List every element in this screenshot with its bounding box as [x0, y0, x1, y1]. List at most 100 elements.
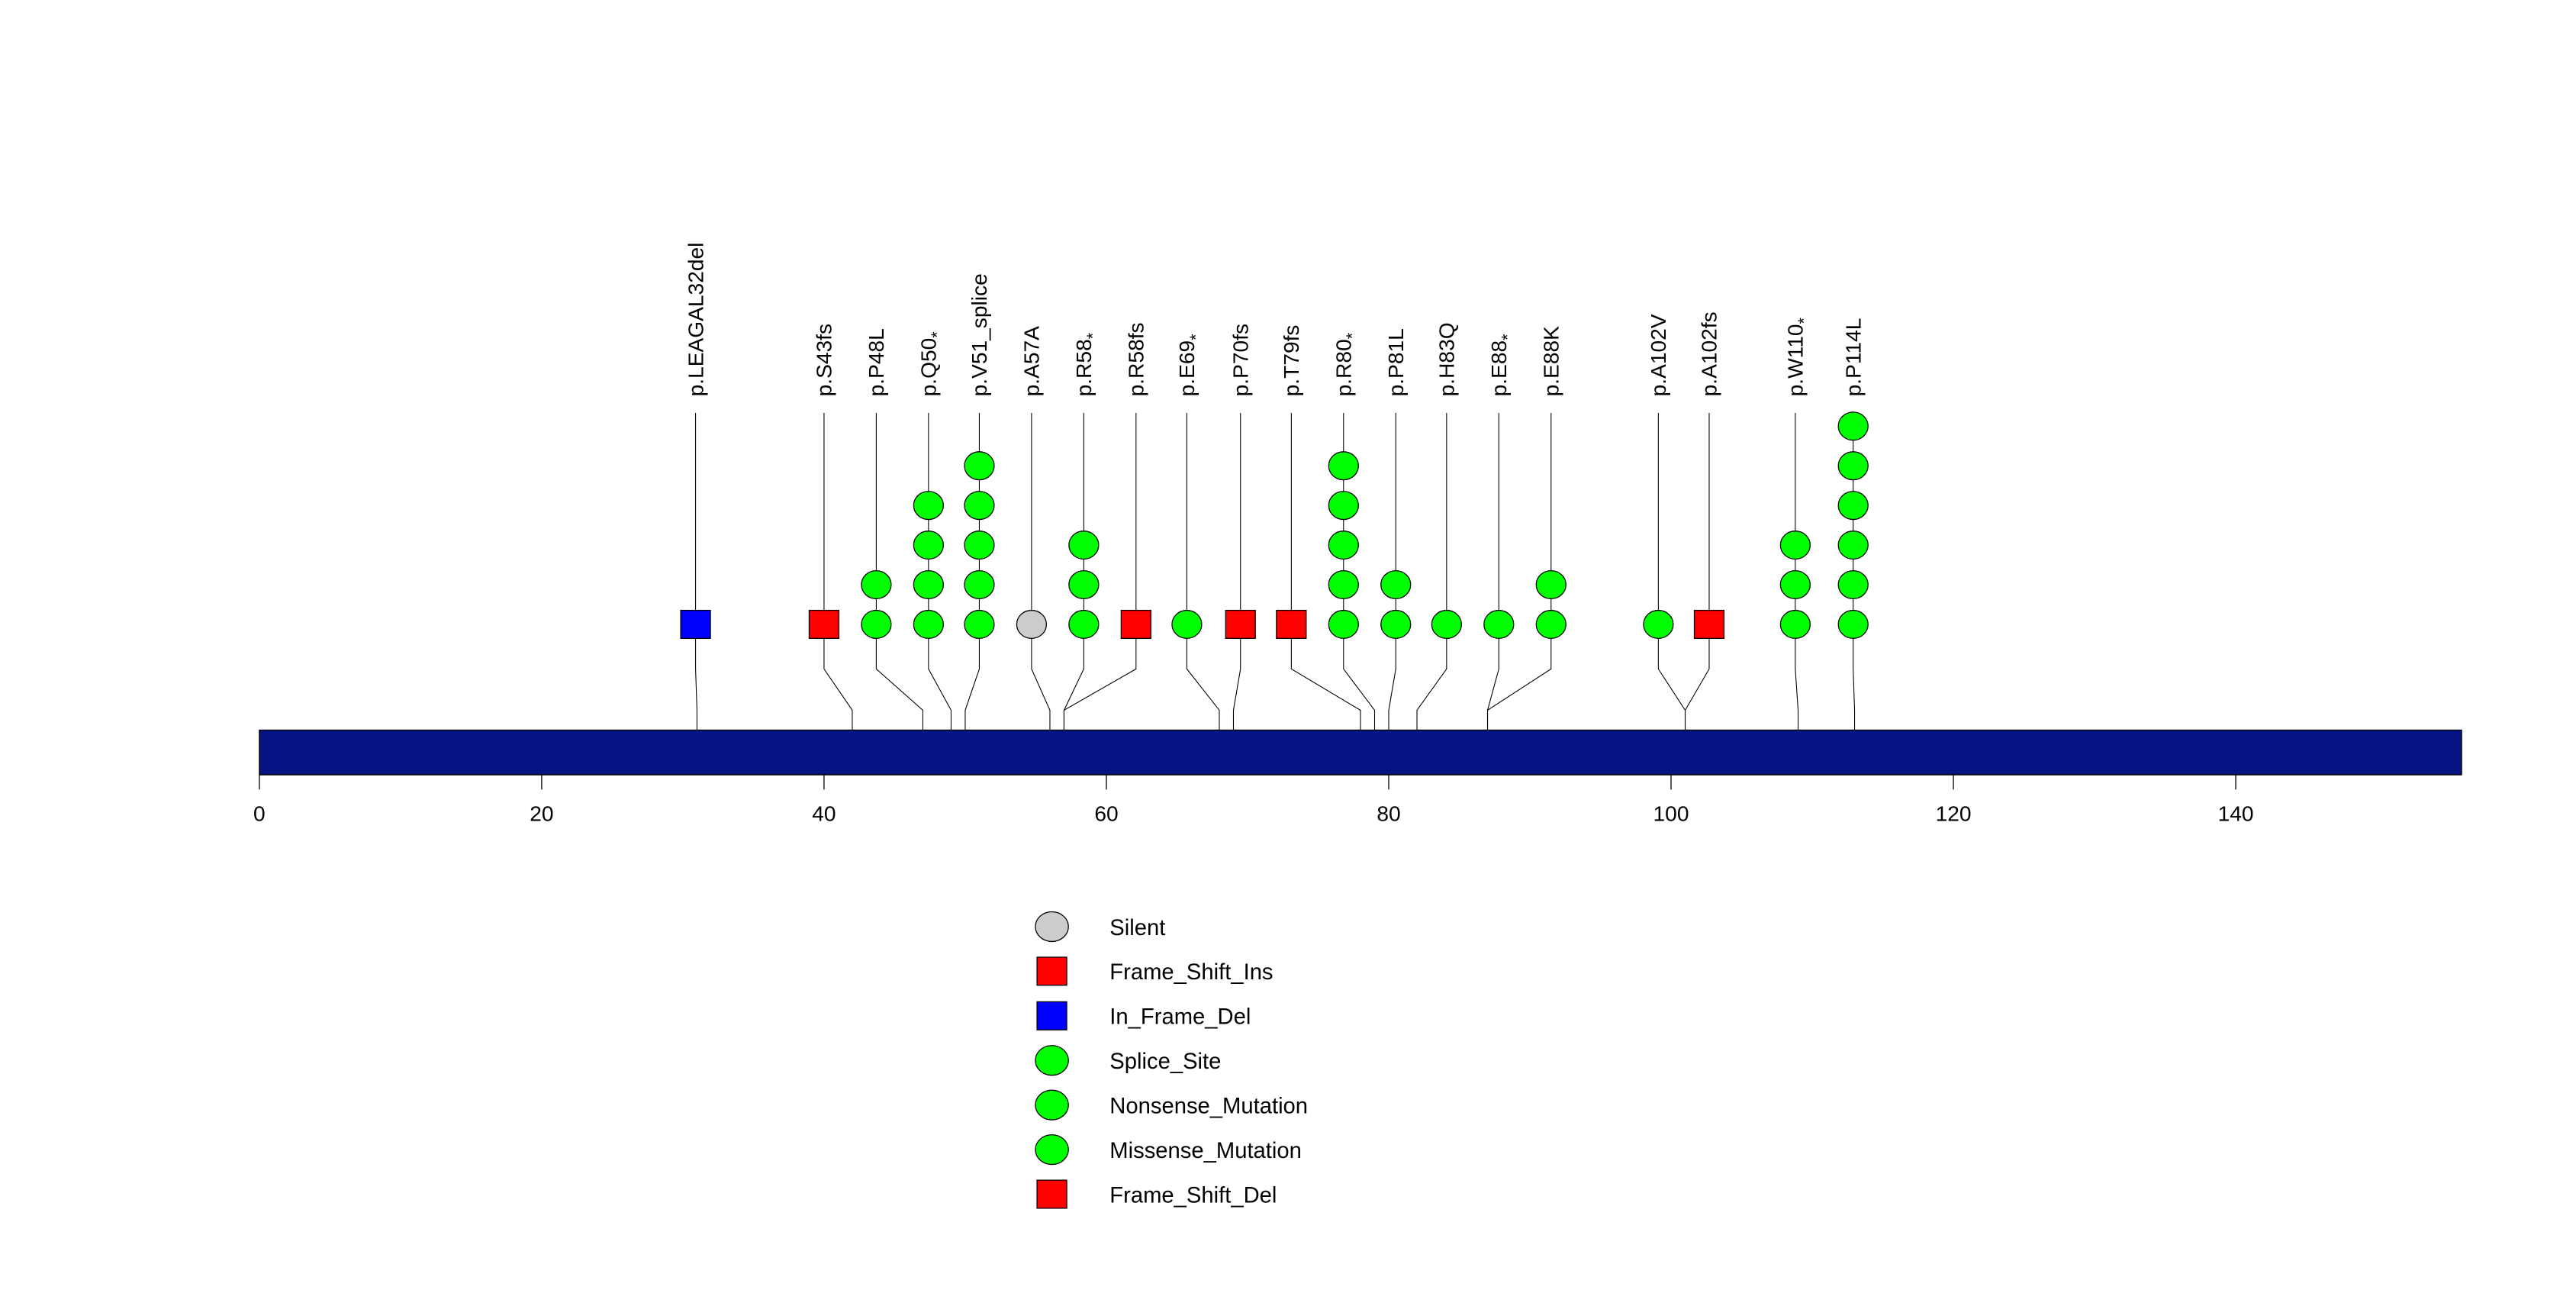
x-tick-label: 60 [1094, 801, 1118, 825]
mutation-label: p.E88* [1487, 334, 1517, 396]
legend-circle [1035, 1089, 1069, 1121]
mutation-label-text: p.H83Q [1435, 322, 1459, 396]
mutation-circle [1837, 531, 1869, 560]
nonsense-star: * [1498, 334, 1517, 340]
mutation-circle [1328, 569, 1359, 600]
legend-label: Missense_Mutation [1109, 1139, 1302, 1163]
mutation-label-text: p.LEAGAL32del [684, 243, 707, 397]
mutation-square [808, 609, 840, 639]
legend-label: Frame_Shift_Del [1109, 1183, 1277, 1208]
legend-square [1036, 956, 1067, 986]
legend-square [1036, 1001, 1067, 1030]
nonsense-star: * [1794, 317, 1813, 324]
x-tick-label: 140 [2218, 801, 2254, 825]
x-tick-label: 100 [1653, 801, 1689, 825]
mutation-label-text: p.R58 [1072, 339, 1096, 396]
mutation-label-text: p.S43fs [813, 324, 836, 396]
mutation-circle [1068, 609, 1100, 639]
nonsense-star: * [1342, 332, 1361, 339]
mutation-label-text: p.V51_splice [968, 273, 991, 396]
mutation-circle [1779, 569, 1811, 600]
legend-label: In_Frame_Del [1109, 1005, 1251, 1030]
mutation-circle [1779, 609, 1811, 639]
mutation-circle [1837, 609, 1869, 639]
mutation-circle [964, 569, 995, 600]
mutation-circle [1328, 531, 1359, 560]
mutation-label: p.LEAGAL32del [684, 243, 707, 397]
nonsense-star: * [1186, 334, 1205, 340]
mutation-label-text: p.R80 [1332, 339, 1356, 396]
mutation-label: p.H83Q [1435, 322, 1459, 396]
mutation-circle [1535, 569, 1567, 600]
mutation-circle [964, 531, 995, 560]
mutation-marks [680, 411, 1869, 639]
mutation-label-text: p.E69 [1175, 340, 1199, 396]
mutation-circle [1380, 569, 1412, 600]
mutation-label-text: p.A102fs [1698, 311, 1721, 396]
mutation-label: p.A102V [1647, 314, 1670, 396]
mutation-circle [964, 451, 995, 481]
mutation-label-text: p.P48L [865, 328, 888, 396]
mutation-circle [1837, 491, 1869, 521]
mutation-label: p.R58* [1072, 332, 1102, 396]
legend-circle [1035, 1045, 1069, 1076]
legend-label: Nonsense_Mutation [1109, 1094, 1308, 1118]
mutation-square [680, 609, 711, 639]
mutation-label: p.A57A [1020, 326, 1044, 396]
mutation-circle [1483, 609, 1515, 639]
mutation-square [1276, 609, 1307, 639]
legend: Silent Frame_Shift_Ins In_Frame_Del Splice_… [1035, 911, 1308, 1209]
mutation-label-text: p.E88K [1539, 326, 1563, 396]
mutation-label: p.R80* [1332, 332, 1362, 396]
mutation-label: p.W110* [1784, 317, 1814, 396]
mutation-circle [1016, 609, 1048, 639]
mutation-label: p.E69* [1175, 334, 1205, 396]
mutation-circle [861, 569, 892, 600]
mutation-circle [1837, 451, 1869, 481]
mutation-label-text: p.E88 [1487, 340, 1511, 396]
legend-label: Silent [1109, 916, 1165, 940]
mutation-label: p.P70fs [1228, 324, 1252, 396]
mutation-label-text: p.W110 [1784, 324, 1808, 396]
mutation-circle [1068, 569, 1100, 600]
mutation-circle [1535, 609, 1567, 639]
mutation-label: p.E88K [1539, 326, 1563, 396]
mutation-label-text: p.A102V [1647, 314, 1670, 396]
mutation-label-text: p.Q50 [917, 338, 941, 397]
x-tick-label: 80 [1377, 801, 1400, 825]
mutation-circle [1068, 531, 1100, 560]
mutation-label-text: p.P70fs [1228, 324, 1252, 396]
mutation-circle [1171, 609, 1203, 639]
x-tick-label: 20 [530, 801, 553, 825]
mutation-label-text: p.P114L [1841, 318, 1865, 397]
legend-label: Splice_Site [1109, 1050, 1221, 1074]
legend-square [1036, 1179, 1067, 1209]
legend-circle [1035, 911, 1069, 943]
mutation-circle [964, 491, 995, 521]
mutation-circle [1779, 531, 1811, 560]
mutation-label: p.P114L [1841, 318, 1865, 397]
nonsense-star: * [1083, 332, 1102, 339]
mutation-label: p.Q50* [917, 331, 947, 397]
mutation-label: p.V51_splice [968, 273, 991, 396]
mutation-label-text: p.A57A [1020, 326, 1044, 396]
mutation-label: p.T79fs [1280, 325, 1303, 397]
x-axis: 0 20 40 60 80 100 120 140 [253, 774, 2462, 825]
mutation-square [1693, 609, 1725, 639]
mutation-circle [1837, 411, 1869, 441]
mutation-circle [913, 569, 944, 600]
mutation-circle [861, 609, 892, 639]
mutation-label-text: p.R58fs [1125, 322, 1148, 396]
legend-label: Frame_Shift_Ins [1109, 960, 1273, 985]
mutation-circle [1643, 609, 1674, 639]
mutation-label-text: p.T79fs [1280, 325, 1303, 397]
protein-bar-group [259, 729, 2462, 776]
mutation-label: p.P48L [865, 328, 888, 396]
mutation-circle [1328, 491, 1359, 521]
mutation-circle [913, 531, 944, 560]
mutation-circle [913, 609, 944, 639]
legend-circle [1035, 1134, 1069, 1166]
protein-bar [259, 729, 2462, 776]
mutation-circle [1431, 609, 1462, 639]
